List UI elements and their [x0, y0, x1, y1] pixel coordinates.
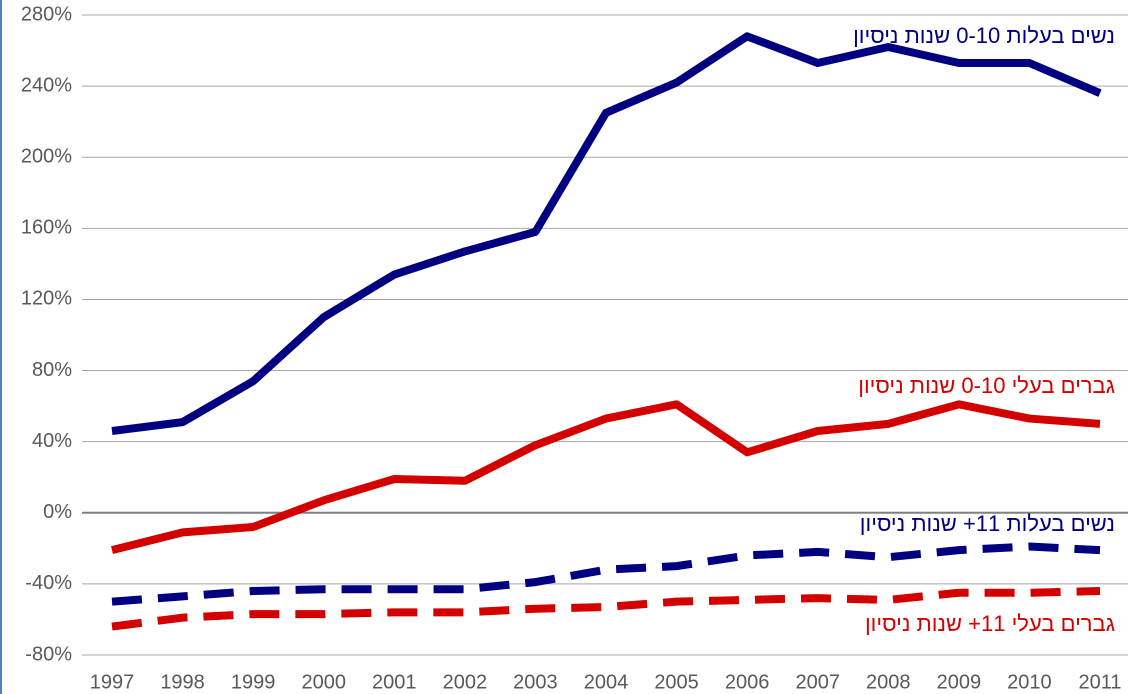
x-tick-label: 2009 — [937, 671, 982, 693]
y-tick-label: 160% — [21, 217, 72, 239]
x-tick-label: 2004 — [584, 671, 629, 693]
y-tick-label: -40% — [25, 572, 72, 594]
series-line — [111, 587, 1101, 631]
series-line — [111, 400, 1101, 554]
y-tick-label: 240% — [21, 74, 72, 96]
y-tick-label: 80% — [32, 359, 72, 381]
y-tick-label: 40% — [32, 430, 72, 452]
y-tick-label: 200% — [21, 146, 72, 168]
series-label: גברים בעלי 11+ שנות ניסיון — [865, 611, 1115, 636]
y-tick-label: -80% — [25, 643, 72, 665]
x-tick-label: 1997 — [90, 671, 135, 693]
x-tick-label: 2005 — [654, 671, 699, 693]
x-tick-label: 2000 — [301, 671, 346, 693]
series-label: גברים בעלי 0-10 שנות ניסיון — [858, 373, 1115, 398]
x-tick-label: 2001 — [372, 671, 417, 693]
series-label: נשים בעלות 11+ שנות ניסיון — [860, 511, 1115, 536]
series-label: נשים בעלות 0-10 שנות ניסיון — [853, 23, 1115, 48]
x-tick-label: 2010 — [1007, 671, 1052, 693]
y-tick-label: 280% — [21, 3, 72, 25]
series-line — [111, 542, 1101, 606]
x-tick-label: 2002 — [443, 671, 488, 693]
y-tick-label: 120% — [21, 288, 72, 310]
x-tick-label: 2003 — [513, 671, 558, 693]
series-line — [111, 32, 1102, 435]
x-tick-label: 2008 — [866, 671, 911, 693]
x-tick-label: 2007 — [795, 671, 840, 693]
x-tick-label: 2011 — [1078, 671, 1121, 693]
x-tick-label: 1998 — [160, 671, 205, 693]
x-tick-label: 2006 — [725, 671, 770, 693]
y-tick-label: 0% — [43, 501, 72, 523]
x-tick-label: 1999 — [231, 671, 276, 693]
